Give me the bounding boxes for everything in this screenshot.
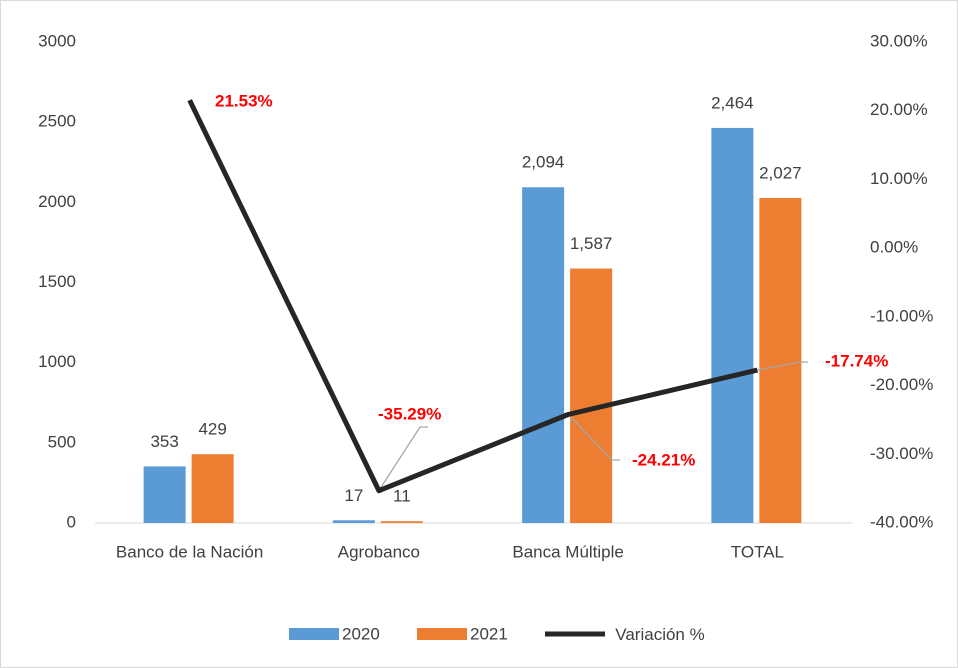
bar-value-label: 17	[344, 486, 363, 505]
y-tick-label: 0	[67, 512, 76, 531]
bar-value-label: 11	[393, 487, 411, 506]
y2-tick-label: -10.00%	[870, 306, 933, 325]
bar	[143, 466, 186, 523]
bar	[711, 127, 754, 524]
bar	[522, 187, 565, 523]
y2-tick-label: 30.00%	[870, 31, 928, 50]
x-tick-label: TOTAL	[731, 542, 784, 561]
bar-value-label: 2,094	[522, 153, 565, 172]
line-value-label: -35.29%	[378, 404, 441, 423]
y2-tick-label: -20.00%	[870, 375, 933, 394]
bar	[759, 198, 802, 523]
bar-value-label: 353	[150, 432, 178, 451]
line-value-label: 21.53%	[215, 91, 273, 110]
y2-tick-label: -40.00%	[870, 512, 933, 531]
bar-value-label: 429	[198, 420, 226, 439]
line	[187, 99, 758, 494]
y-tick-label: 2500	[38, 112, 76, 131]
bar	[570, 268, 613, 523]
line-value-label: -17.74%	[825, 351, 888, 370]
x-tick-label: Banca Múltiple	[512, 542, 624, 561]
y-tick-label: 2000	[38, 192, 76, 211]
y2-tick-label: 10.00%	[870, 169, 928, 188]
legend-label: Variación %	[615, 625, 705, 644]
x-tick-label: Agrobanco	[338, 542, 420, 561]
bar-value-label: 1,587	[570, 234, 613, 253]
bar	[191, 454, 234, 523]
legend-label: 2020	[342, 624, 380, 643]
legend-label: 2021	[470, 624, 508, 643]
bar-value-label: 2,027	[759, 163, 802, 182]
y-tick-label: 500	[48, 432, 76, 451]
y-tick-label: 1000	[38, 352, 76, 371]
leader-line	[567, 414, 620, 461]
line-value-label: -24.21%	[632, 450, 695, 469]
y-tick-label: 1500	[38, 272, 76, 291]
y2-tick-label: 0.00%	[870, 238, 918, 257]
y-tick-label: 3000	[38, 31, 76, 50]
legend-swatch	[417, 628, 467, 640]
y2-tick-label: -30.00%	[870, 444, 933, 463]
y2-tick-label: 20.00%	[870, 100, 928, 119]
x-tick-label: Banco de la Nación	[116, 542, 263, 561]
bar-value-label: 2,464	[711, 93, 754, 112]
bar	[380, 521, 423, 523]
legend-swatch	[289, 628, 339, 640]
leader-line	[378, 426, 428, 491]
bar	[332, 520, 375, 523]
leader-line	[757, 361, 808, 371]
